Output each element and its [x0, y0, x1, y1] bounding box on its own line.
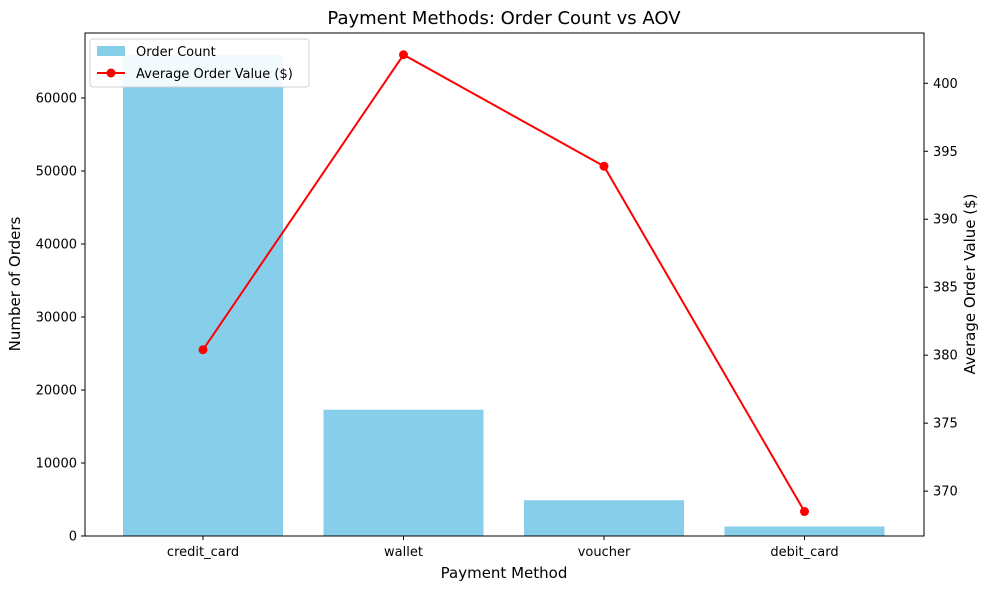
aov-point-credit-card [198, 345, 208, 355]
line-series [198, 50, 809, 517]
x-tick-label: credit_card [167, 545, 239, 560]
y-tick-label: 50000 [36, 164, 77, 179]
y-tick-label: 40000 [36, 237, 77, 252]
bar-series [123, 54, 885, 536]
bar-credit-card [123, 54, 283, 536]
y2-tick-label: 380 [933, 349, 958, 364]
y-tick-label: 60000 [36, 91, 77, 106]
bar-wallet [323, 409, 484, 536]
legend-box [89, 38, 310, 88]
y2-tick-label: 390 [933, 213, 958, 228]
bar-voucher [524, 500, 684, 536]
legend-bar-swatch [97, 46, 125, 56]
y-tick-label: 30000 [36, 310, 77, 325]
y-tick-label: 0 [69, 530, 77, 545]
y2-tick-label: 385 [933, 281, 958, 296]
aov-point-voucher [599, 161, 609, 171]
y2-tick-label: 400 [933, 77, 958, 92]
aov-point-wallet [399, 50, 408, 60]
x-tick-label: wallet [384, 545, 423, 560]
y-tick-label: 20000 [36, 383, 77, 398]
legend: Order Count Average Order Value ($) [89, 38, 310, 88]
x-axis: credit_card wallet voucher debit_card [167, 536, 839, 560]
y2-axis-label: Average Order Value ($) [961, 194, 979, 375]
left-y-axis: 0 10000 20000 30000 40000 50000 60000 [36, 91, 85, 545]
legend-line-label: Average Order Value ($) [136, 67, 293, 82]
aov-line [202, 53, 806, 513]
right-y-axis: 370 375 380 385 390 395 400 [924, 77, 958, 500]
x-tick-label: voucher [578, 545, 631, 560]
legend-line-marker [106, 68, 116, 78]
plot-frame [84, 32, 925, 537]
bar-debit-card [724, 526, 885, 536]
aov-point-debit-card [800, 507, 809, 517]
y2-tick-label: 370 [933, 485, 958, 500]
y-tick-label: 10000 [36, 456, 77, 471]
legend-bar-label: Order Count [136, 45, 216, 60]
y2-tick-label: 375 [933, 417, 958, 432]
chart-title: Payment Methods: Order Count vs AOV [327, 8, 681, 29]
y2-tick-label: 395 [933, 145, 958, 160]
x-axis-label: Payment Method [441, 564, 568, 582]
x-tick-label: debit_card [770, 545, 838, 560]
y-axis-label: Number of Orders [6, 216, 24, 351]
